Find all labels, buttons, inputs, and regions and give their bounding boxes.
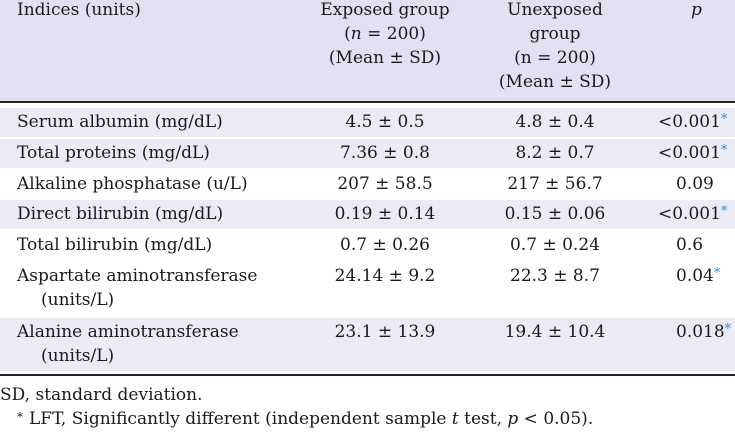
footnote-star: *: [17, 410, 23, 424]
row-index: Total bilirubin (mg/dL): [17, 235, 213, 255]
footnote-sd: SD, standard deviation.: [0, 385, 203, 405]
table-row: Alkaline phosphatase (u/L) 207 ± 58.5 217 …: [0, 170, 735, 199]
row-unexposed-value: 0.7 ± 0.24: [510, 235, 600, 255]
table-row: Direct bilirubin (mg/dL) 0.19 ± 0.14 0.15 …: [0, 200, 735, 229]
significance-star: *: [720, 112, 728, 127]
significance-star: *: [713, 266, 721, 281]
header-exposed-stat: (Mean ± SD): [328, 48, 442, 68]
footnote-significance: * LFT, Significantly different (independe…: [17, 409, 594, 429]
table-row: Serum albumin (mg/dL) 4.5 ± 0.5 4.8 ± 0.4 <…: [0, 108, 735, 137]
row-unexposed-value: 4.8 ± 0.4: [515, 112, 595, 132]
table-row: Alanine aminotransferase (units/L) 23.1 ± …: [0, 318, 735, 371]
header-unexposed-title: Unexposed: [507, 0, 603, 20]
significance-star: *: [720, 204, 728, 219]
row-index: Direct bilirubin (mg/dL): [17, 204, 224, 224]
table-row: Total proteins (mg/dL) 7.36 ± 0.8 8.2 ± 0.…: [0, 139, 735, 168]
row-index: Alkaline phosphatase (u/L): [17, 174, 248, 194]
row-unexposed-value: 19.4 ± 10.4: [504, 322, 606, 342]
header-exposed-n: (n = 200): [344, 24, 426, 44]
header-exposed-title: Exposed group: [320, 0, 450, 20]
row-p-value: 0.04*: [676, 266, 721, 286]
header-unexposed-stat: (Mean ± SD): [498, 72, 612, 92]
row-index: Total proteins (mg/dL): [17, 143, 210, 163]
table-row: Total bilirubin (mg/dL) 0.7 ± 0.26 0.7 ± 0…: [0, 231, 735, 260]
row-p-value: <0.001*: [658, 143, 728, 163]
significance-star: *: [720, 143, 728, 158]
row-p-value: <0.001*: [658, 204, 728, 224]
row-p-value: 0.09: [676, 174, 714, 194]
header-unexposed-n: (n = 200): [514, 48, 596, 68]
row-unexposed-value: 22.3 ± 8.7: [510, 266, 600, 286]
table-header: Indices (units) Exposed group (n = 200) …: [0, 0, 735, 101]
row-exposed-value: 24.14 ± 9.2: [334, 266, 436, 286]
header-p: p: [691, 0, 702, 20]
row-exposed-value: 23.1 ± 13.9: [334, 322, 436, 342]
row-unexposed-value: 8.2 ± 0.7: [515, 143, 595, 163]
header-indices: Indices (units): [17, 0, 141, 20]
row-index: Aspartate aminotransferase (units/L): [17, 266, 258, 310]
row-exposed-value: 207 ± 58.5: [337, 174, 433, 194]
row-p-value: <0.001*: [658, 112, 728, 132]
header-exposed: Exposed group (n = 200) (Mean ± SD): [300, 0, 470, 70]
row-exposed-value: 4.5 ± 0.5: [345, 112, 425, 132]
header-rule: [0, 101, 735, 103]
row-unexposed-value: 217 ± 56.7: [507, 174, 603, 194]
bottom-rule: [0, 374, 735, 376]
row-p-value: 0.018*: [676, 322, 732, 342]
row-unexposed-value: 0.15 ± 0.06: [504, 204, 606, 224]
header-unexposed-title2: group: [529, 24, 581, 44]
row-index: Serum albumin (mg/dL): [17, 112, 223, 132]
table-row: Aspartate aminotransferase (units/L) 24.14…: [0, 262, 735, 315]
row-exposed-value: 0.19 ± 0.14: [334, 204, 436, 224]
significance-star: *: [724, 322, 732, 337]
row-index: Alanine aminotransferase (units/L): [17, 322, 239, 366]
row-exposed-value: 0.7 ± 0.26: [340, 235, 430, 255]
row-exposed-value: 7.36 ± 0.8: [340, 143, 430, 163]
header-unexposed: Unexposed group (n = 200) (Mean ± SD): [470, 0, 640, 94]
row-p-value: 0.6: [676, 235, 704, 255]
